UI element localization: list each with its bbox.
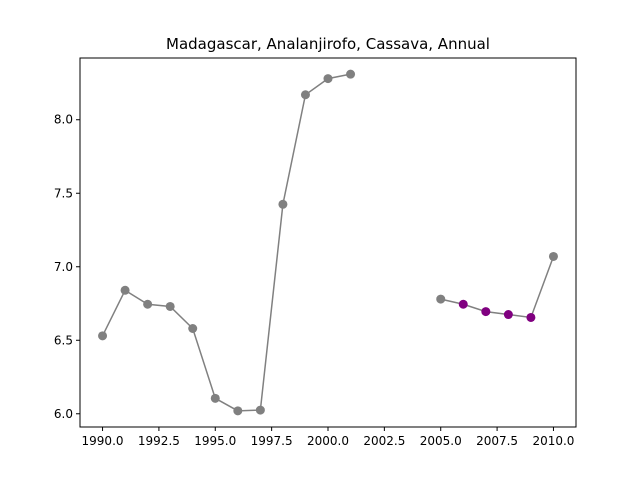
- data-point: [436, 294, 446, 304]
- data-point: [143, 299, 153, 309]
- data-point: [255, 405, 265, 415]
- chart-title: Madagascar, Analanjirofo, Cassava, Annua…: [166, 35, 490, 53]
- highlighted-data-point: [503, 310, 513, 320]
- data-point: [210, 393, 220, 403]
- x-tick-label: 1997.5: [251, 434, 293, 448]
- data-point: [188, 324, 198, 334]
- x-tick-label: 1990.0: [82, 434, 124, 448]
- x-tick-label: 2005.0: [420, 434, 462, 448]
- data-point: [300, 90, 310, 100]
- highlighted-data-point: [526, 312, 536, 322]
- data-point: [323, 74, 333, 84]
- data-point: [165, 301, 175, 311]
- x-tick-label: 1995.0: [194, 434, 236, 448]
- y-tick-label: 6.5: [54, 333, 73, 347]
- y-tick-label: 6.0: [54, 407, 73, 421]
- data-point: [233, 406, 243, 416]
- data-point: [98, 331, 108, 341]
- data-point: [278, 199, 288, 209]
- highlighted-data-point: [458, 299, 468, 309]
- x-tick-label: 2010.0: [532, 434, 574, 448]
- y-tick-label: 8.0: [54, 113, 73, 127]
- highlighted-data-point: [481, 307, 491, 317]
- x-tick-label: 2000.0: [307, 434, 349, 448]
- data-point: [120, 285, 130, 295]
- x-tick-label: 2007.5: [476, 434, 518, 448]
- data-point: [346, 69, 356, 79]
- plot-area: 1990.0 1992.5 1995.0 1997.5 2000.0 2002.5 2005…: [54, 57, 577, 448]
- y-tick-label: 7.0: [54, 260, 73, 274]
- y-tick-label: 7.5: [54, 186, 73, 200]
- x-tick-label: 2002.5: [363, 434, 405, 448]
- x-tick-label: 1992.5: [138, 434, 180, 448]
- data-point: [548, 251, 558, 261]
